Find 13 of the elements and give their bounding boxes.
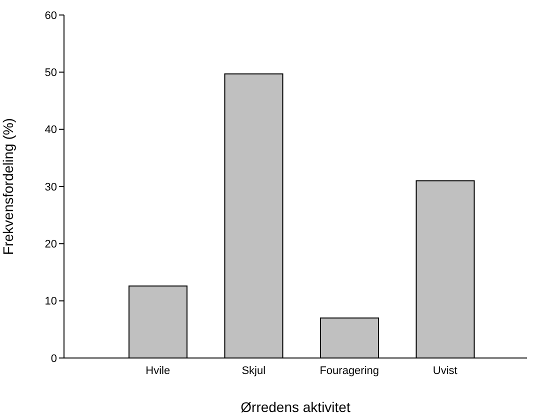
y-tick-label: 30 <box>44 181 57 194</box>
y-tick-label: 10 <box>44 296 57 308</box>
y-tick-label: 20 <box>44 238 57 251</box>
x-tick-label: Fouragering <box>320 364 380 377</box>
y-axis-title: Frekvensfordeling (%) <box>0 118 16 255</box>
x-tick-label: Uvist <box>432 364 458 377</box>
y-tick-label: 60 <box>44 10 57 22</box>
x-tick-label: Skjul <box>242 364 266 377</box>
x-axis-title: Ørredens aktivitet <box>240 399 350 414</box>
y-tick-label: 0 <box>50 352 57 365</box>
y-tick-label: 40 <box>44 124 57 136</box>
x-tick-label: Hvile <box>146 364 170 377</box>
y-tick-label: 50 <box>44 67 57 80</box>
